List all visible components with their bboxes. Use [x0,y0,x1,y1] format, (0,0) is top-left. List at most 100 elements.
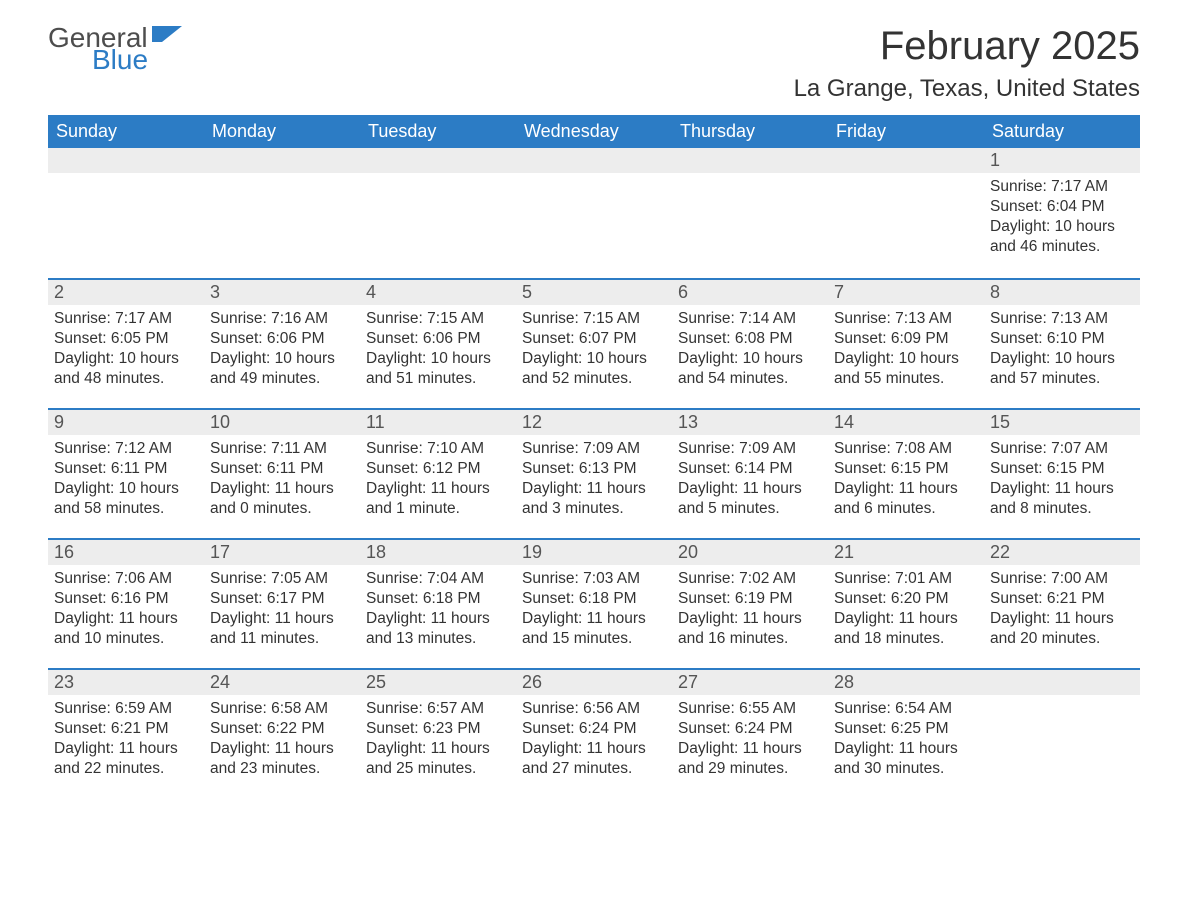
calendar-day-cell: 1Sunrise: 7:17 AMSunset: 6:04 PMDaylight… [984,148,1140,278]
sunrise-text: Sunrise: 6:56 AM [522,699,666,719]
daylight-text: Daylight: 11 hours and 5 minutes. [678,479,822,519]
weekday-header: Wednesday [516,115,672,148]
sunrise-text: Sunrise: 6:59 AM [54,699,198,719]
day-details: Sunrise: 6:55 AMSunset: 6:24 PMDaylight:… [672,695,828,790]
sunrise-text: Sunrise: 7:17 AM [54,309,198,329]
day-number: 18 [360,538,516,565]
calendar-day-cell: 25Sunrise: 6:57 AMSunset: 6:23 PMDayligh… [360,668,516,798]
calendar-day-cell: 9Sunrise: 7:12 AMSunset: 6:11 PMDaylight… [48,408,204,538]
daylight-text: Daylight: 10 hours and 49 minutes. [210,349,354,389]
day-details: Sunrise: 6:58 AMSunset: 6:22 PMDaylight:… [204,695,360,790]
daylight-text: Daylight: 11 hours and 1 minute. [366,479,510,519]
sunrise-text: Sunrise: 7:10 AM [366,439,510,459]
calendar-day-cell: 7Sunrise: 7:13 AMSunset: 6:09 PMDaylight… [828,278,984,408]
day-details: Sunrise: 7:16 AMSunset: 6:06 PMDaylight:… [204,305,360,400]
day-details: Sunrise: 7:14 AMSunset: 6:08 PMDaylight:… [672,305,828,400]
sunset-text: Sunset: 6:04 PM [990,197,1134,217]
sunset-text: Sunset: 6:06 PM [210,329,354,349]
daylight-text: Daylight: 10 hours and 51 minutes. [366,349,510,389]
calendar-day-cell: 2Sunrise: 7:17 AMSunset: 6:05 PMDaylight… [48,278,204,408]
sunset-text: Sunset: 6:15 PM [834,459,978,479]
day-details: Sunrise: 6:57 AMSunset: 6:23 PMDaylight:… [360,695,516,790]
day-number: 15 [984,408,1140,435]
day-details: Sunrise: 7:17 AMSunset: 6:05 PMDaylight:… [48,305,204,400]
daylight-text: Daylight: 11 hours and 16 minutes. [678,609,822,649]
day-details: Sunrise: 7:15 AMSunset: 6:06 PMDaylight:… [360,305,516,400]
weekday-header: Sunday [48,115,204,148]
sunrise-text: Sunrise: 7:13 AM [990,309,1134,329]
daylight-text: Daylight: 11 hours and 20 minutes. [990,609,1134,649]
sunset-text: Sunset: 6:06 PM [366,329,510,349]
day-number: 8 [984,278,1140,305]
sunrise-text: Sunrise: 7:17 AM [990,177,1134,197]
daylight-text: Daylight: 11 hours and 25 minutes. [366,739,510,779]
sunset-text: Sunset: 6:18 PM [522,589,666,609]
daylight-text: Daylight: 10 hours and 57 minutes. [990,349,1134,389]
sunset-text: Sunset: 6:24 PM [522,719,666,739]
sunset-text: Sunset: 6:16 PM [54,589,198,609]
weekday-header: Thursday [672,115,828,148]
day-number [672,148,828,173]
sunrise-text: Sunrise: 7:05 AM [210,569,354,589]
daylight-text: Daylight: 11 hours and 11 minutes. [210,609,354,649]
daylight-text: Daylight: 11 hours and 0 minutes. [210,479,354,519]
calendar-week-row: 1Sunrise: 7:17 AMSunset: 6:04 PMDaylight… [48,148,1140,278]
daylight-text: Daylight: 10 hours and 48 minutes. [54,349,198,389]
sunset-text: Sunset: 6:23 PM [366,719,510,739]
daylight-text: Daylight: 11 hours and 30 minutes. [834,739,978,779]
calendar-day-cell: 21Sunrise: 7:01 AMSunset: 6:20 PMDayligh… [828,538,984,668]
calendar-day-cell [360,148,516,278]
calendar-day-cell: 10Sunrise: 7:11 AMSunset: 6:11 PMDayligh… [204,408,360,538]
daylight-text: Daylight: 10 hours and 52 minutes. [522,349,666,389]
sunset-text: Sunset: 6:21 PM [54,719,198,739]
calendar-week-row: 23Sunrise: 6:59 AMSunset: 6:21 PMDayligh… [48,668,1140,798]
day-number: 20 [672,538,828,565]
sunset-text: Sunset: 6:09 PM [834,329,978,349]
day-details: Sunrise: 7:17 AMSunset: 6:04 PMDaylight:… [984,173,1140,268]
sunset-text: Sunset: 6:15 PM [990,459,1134,479]
sunrise-text: Sunrise: 7:07 AM [990,439,1134,459]
calendar-day-cell: 14Sunrise: 7:08 AMSunset: 6:15 PMDayligh… [828,408,984,538]
daylight-text: Daylight: 11 hours and 29 minutes. [678,739,822,779]
calendar-day-cell: 13Sunrise: 7:09 AMSunset: 6:14 PMDayligh… [672,408,828,538]
day-number: 26 [516,668,672,695]
sunrise-text: Sunrise: 7:08 AM [834,439,978,459]
day-number: 17 [204,538,360,565]
sunrise-text: Sunrise: 7:11 AM [210,439,354,459]
sunset-text: Sunset: 6:17 PM [210,589,354,609]
day-number: 27 [672,668,828,695]
calendar-day-cell [516,148,672,278]
daylight-text: Daylight: 10 hours and 46 minutes. [990,217,1134,257]
day-number [828,148,984,173]
calendar-week-row: 2Sunrise: 7:17 AMSunset: 6:05 PMDaylight… [48,278,1140,408]
calendar-day-cell: 23Sunrise: 6:59 AMSunset: 6:21 PMDayligh… [48,668,204,798]
calendar-day-cell: 18Sunrise: 7:04 AMSunset: 6:18 PMDayligh… [360,538,516,668]
day-details: Sunrise: 6:56 AMSunset: 6:24 PMDaylight:… [516,695,672,790]
day-details: Sunrise: 7:11 AMSunset: 6:11 PMDaylight:… [204,435,360,530]
sunrise-text: Sunrise: 7:03 AM [522,569,666,589]
day-number [984,668,1140,695]
daylight-text: Daylight: 11 hours and 23 minutes. [210,739,354,779]
sunrise-text: Sunrise: 7:09 AM [678,439,822,459]
calendar-day-cell: 16Sunrise: 7:06 AMSunset: 6:16 PMDayligh… [48,538,204,668]
day-number: 28 [828,668,984,695]
day-number: 2 [48,278,204,305]
sunrise-text: Sunrise: 7:15 AM [522,309,666,329]
title-block: February 2025 La Grange, Texas, United S… [794,24,1140,103]
sunrise-text: Sunrise: 7:13 AM [834,309,978,329]
sunset-text: Sunset: 6:08 PM [678,329,822,349]
day-number: 22 [984,538,1140,565]
day-details: Sunrise: 7:00 AMSunset: 6:21 PMDaylight:… [984,565,1140,660]
day-details: Sunrise: 7:08 AMSunset: 6:15 PMDaylight:… [828,435,984,530]
day-number: 13 [672,408,828,435]
sunset-text: Sunset: 6:07 PM [522,329,666,349]
daylight-text: Daylight: 11 hours and 22 minutes. [54,739,198,779]
sunset-text: Sunset: 6:22 PM [210,719,354,739]
daylight-text: Daylight: 11 hours and 6 minutes. [834,479,978,519]
day-details: Sunrise: 7:15 AMSunset: 6:07 PMDaylight:… [516,305,672,400]
day-number: 16 [48,538,204,565]
sunrise-text: Sunrise: 6:55 AM [678,699,822,719]
daylight-text: Daylight: 11 hours and 27 minutes. [522,739,666,779]
sunrise-text: Sunrise: 7:14 AM [678,309,822,329]
sunrise-text: Sunrise: 7:02 AM [678,569,822,589]
